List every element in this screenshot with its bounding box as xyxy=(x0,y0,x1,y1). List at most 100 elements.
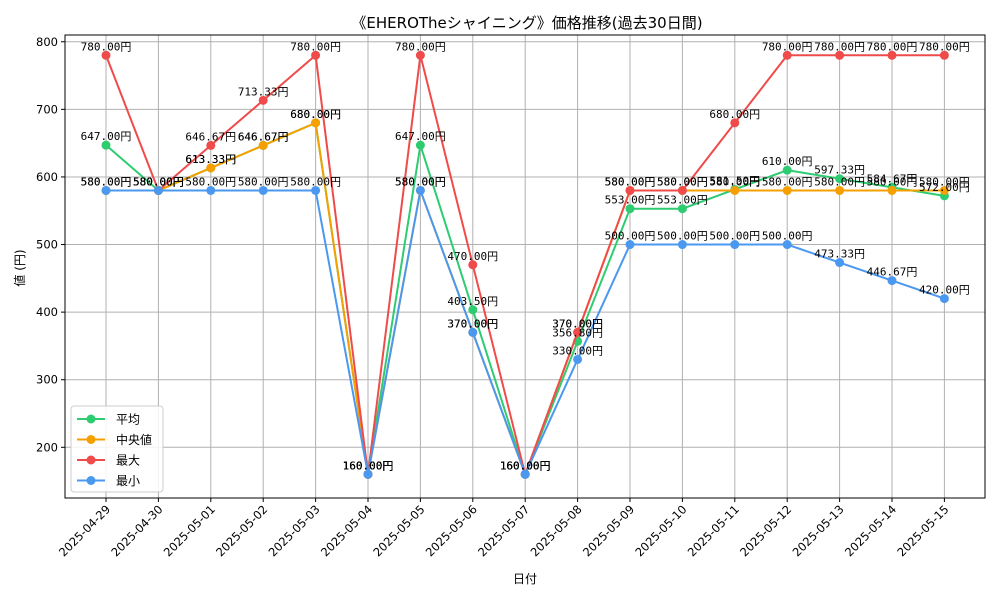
data-point xyxy=(311,50,321,60)
data-label: 473.33円 xyxy=(814,248,865,261)
data-label: 330.00円 xyxy=(552,344,603,357)
data-point xyxy=(468,305,478,315)
data-label: 370.00円 xyxy=(447,317,498,330)
data-label: 580.00円 xyxy=(605,175,656,188)
data-label: 580.00円 xyxy=(133,175,184,188)
legend-marker xyxy=(86,476,96,485)
data-label: 572.00円 xyxy=(919,181,970,194)
data-point xyxy=(101,50,111,60)
data-label: 580.00円 xyxy=(395,175,446,188)
data-label: 356.80円 xyxy=(552,326,603,339)
y-axis-label: 値 (円) xyxy=(12,249,27,286)
data-label: 580.00円 xyxy=(709,175,760,188)
data-label: 580.00円 xyxy=(290,175,341,188)
data-point xyxy=(153,185,163,195)
data-label: 370.00円 xyxy=(552,317,603,330)
data-label: 370.00円 xyxy=(552,317,603,330)
data-point xyxy=(311,185,321,195)
y-tick-label: 500 xyxy=(36,238,58,252)
data-point xyxy=(835,50,845,60)
data-label: 403.50円 xyxy=(447,295,498,308)
grid-lines xyxy=(65,35,985,498)
data-point xyxy=(625,204,635,214)
data-label: 160.00円 xyxy=(343,459,394,472)
data-label: 160.00円 xyxy=(500,459,551,472)
data-point xyxy=(258,140,268,150)
x-axis-label: 日付 xyxy=(513,572,537,586)
x-axis-ticks: 2025-04-292025-04-302025-05-012025-05-02… xyxy=(56,498,952,559)
data-label: 780.00円 xyxy=(290,40,341,53)
legend-label: 最小 xyxy=(116,474,140,488)
data-point xyxy=(939,50,949,60)
data-point xyxy=(730,185,740,195)
series-4 xyxy=(101,185,949,479)
data-label: 500.00円 xyxy=(762,230,813,243)
legend-box xyxy=(70,405,164,493)
data-point xyxy=(782,240,792,250)
y-tick-label: 400 xyxy=(36,305,58,319)
legend-label: 最大 xyxy=(116,454,140,468)
data-label: 580.00円 xyxy=(657,175,708,188)
data-label: 647.00円 xyxy=(81,130,132,143)
x-tick-label: 2025-05-11 xyxy=(685,502,742,559)
data-label: 160.00円 xyxy=(343,459,394,472)
legend-label: 中央値 xyxy=(116,432,152,447)
data-point xyxy=(939,294,949,304)
data-label: 580.00円 xyxy=(133,175,184,188)
data-label: 553.00円 xyxy=(657,194,708,207)
series-layer xyxy=(101,50,949,479)
data-point xyxy=(625,185,635,195)
data-label: 780.00円 xyxy=(919,40,970,53)
x-tick-label: 2025-05-06 xyxy=(423,502,480,559)
data-label: 580.00円 xyxy=(762,175,813,188)
legend-label: 平均 xyxy=(116,413,140,427)
data-label: 160.00円 xyxy=(500,459,551,472)
data-point xyxy=(782,50,792,60)
data-label: 580.00円 xyxy=(657,175,708,188)
data-label: 500.00円 xyxy=(709,230,760,243)
data-point xyxy=(782,165,792,175)
legend-marker xyxy=(86,435,96,444)
data-label: 646.67円 xyxy=(185,130,236,143)
data-point xyxy=(782,185,792,195)
x-tick-label: 2025-05-03 xyxy=(266,502,323,559)
data-label: 646.67円 xyxy=(238,130,289,143)
data-point xyxy=(206,140,216,150)
data-point xyxy=(573,327,583,337)
data-label: 470.00円 xyxy=(447,250,498,263)
x-tick-label: 2025-04-29 xyxy=(56,502,113,559)
x-tick-label: 2025-05-09 xyxy=(580,502,637,559)
x-tick-label: 2025-05-04 xyxy=(318,502,375,559)
data-label: 580.00円 xyxy=(81,175,132,188)
data-point xyxy=(730,240,740,250)
data-label: 680.00円 xyxy=(290,108,341,121)
data-label: 580.00円 xyxy=(81,175,132,188)
data-label: 580.00円 xyxy=(867,175,918,188)
data-label: 160.00円 xyxy=(343,459,394,472)
x-tick-label: 2025-05-14 xyxy=(842,502,899,559)
x-tick-label: 2025-05-07 xyxy=(475,502,532,559)
x-tick-label: 2025-05-12 xyxy=(737,502,794,559)
data-label: 581.50円 xyxy=(709,174,760,187)
data-point xyxy=(835,185,845,195)
data-label: 580.00円 xyxy=(814,175,865,188)
data-label: 713.33円 xyxy=(238,85,289,98)
y-tick-label: 600 xyxy=(36,170,58,184)
data-label: 580.00円 xyxy=(133,175,184,188)
data-point xyxy=(887,185,897,195)
data-label: 647.00円 xyxy=(395,130,446,143)
data-point xyxy=(835,258,845,268)
data-label: 580.00円 xyxy=(919,175,970,188)
data-point xyxy=(311,118,321,128)
data-point xyxy=(573,354,583,364)
data-point xyxy=(415,140,425,150)
data-label: 680.00円 xyxy=(709,108,760,121)
data-label: 553.00円 xyxy=(605,194,656,207)
x-tick-label: 2025-05-08 xyxy=(528,502,585,559)
data-point xyxy=(677,204,687,214)
data-point xyxy=(677,240,687,250)
data-point xyxy=(415,185,425,195)
data-label: 160.00円 xyxy=(343,459,394,472)
data-label: 646.67円 xyxy=(238,130,289,143)
